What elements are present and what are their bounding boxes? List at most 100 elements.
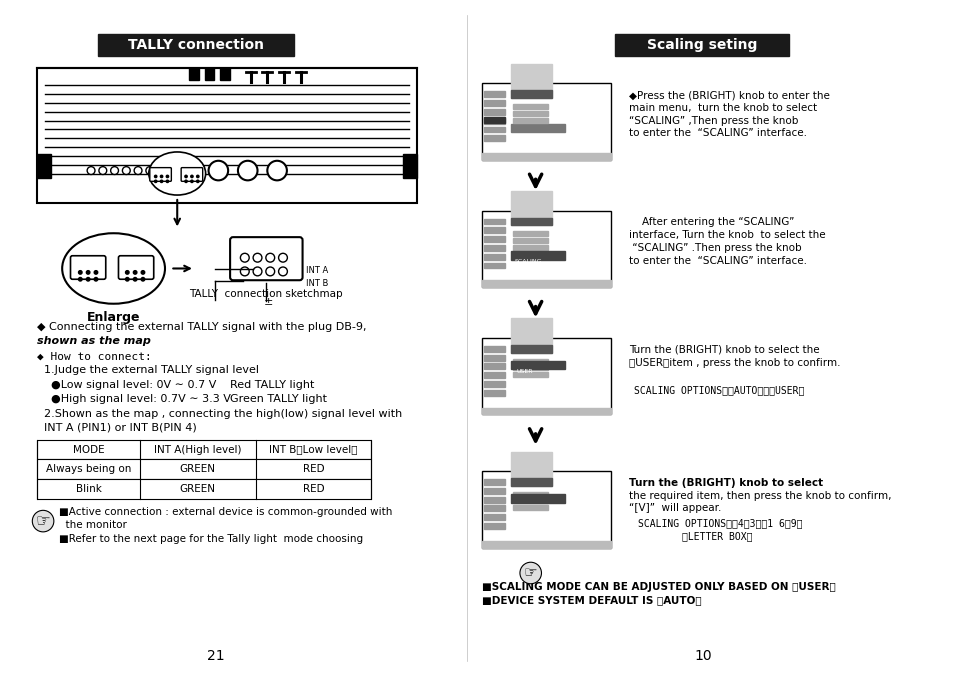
Text: 1.Judge the external TALLY signal level: 1.Judge the external TALLY signal level [37,365,259,375]
Bar [37,154,51,178]
Circle shape [94,270,97,274]
Circle shape [196,180,199,183]
Text: “SCALING” ,Then press the knob: “SCALING” ,Then press the knob [628,116,797,126]
Bar [513,245,548,250]
Text: Always being on: Always being on [46,464,132,474]
Bar [513,111,548,116]
Bar [483,126,505,132]
Text: Enlarge: Enlarge [87,311,140,324]
Bar [403,154,416,178]
Text: main menu,  turn the knob to select: main menu, turn the knob to select [628,103,816,113]
Text: “[V]”  will appear.: “[V]” will appear. [628,504,720,513]
Circle shape [94,277,97,281]
Bar [189,68,198,80]
Circle shape [160,175,163,178]
Bar [483,91,505,97]
Circle shape [141,277,145,281]
Circle shape [181,167,189,174]
Bar [481,83,610,160]
Text: ■DEVICE SYSTEM DEFAULT IS 【AUTO】: ■DEVICE SYSTEM DEFAULT IS 【AUTO】 [481,596,700,606]
Text: RED: RED [302,484,324,493]
Ellipse shape [62,233,165,304]
Bar [481,281,610,287]
Text: SCALING OPTIONS：【4：3】【1 6：9】: SCALING OPTIONS：【4：3】【1 6：9】 [638,518,802,528]
Circle shape [266,254,274,262]
Text: GREEN: GREEN [179,464,215,474]
Circle shape [78,277,82,281]
Bar [513,499,548,504]
Text: Blink: Blink [75,484,101,493]
Bar [37,68,416,203]
Bar [511,360,564,369]
Bar [483,236,505,242]
Text: the required item, then press the knob to confirm,: the required item, then press the knob t… [628,491,890,501]
Circle shape [87,270,90,274]
Text: 【LETTER BOX】: 【LETTER BOX】 [681,531,752,541]
Circle shape [78,270,82,274]
Circle shape [126,277,129,281]
Text: ●High signal level: 0.7V ∼ 3.3 V: ●High signal level: 0.7V ∼ 3.3 V [51,393,231,404]
Bar [513,372,548,377]
Text: ◆ How to connect:: ◆ How to connect: [37,352,152,362]
Bar [483,506,505,511]
Text: to enter the  “SCALING” interface.: to enter the “SCALING” interface. [628,256,806,266]
Text: TALLY connection: TALLY connection [128,39,264,52]
Bar [513,366,548,370]
Circle shape [240,254,249,262]
FancyBboxPatch shape [181,168,202,181]
Bar [481,211,610,287]
Circle shape [154,175,156,178]
Bar [483,488,505,493]
Text: INT A (PIN1) or INT B(PIN 4): INT A (PIN1) or INT B(PIN 4) [37,422,196,432]
FancyBboxPatch shape [118,256,153,279]
Bar [483,117,505,122]
Text: INT B（Low level）: INT B（Low level） [269,445,357,455]
Circle shape [191,180,193,183]
Bar [483,497,505,502]
Bar [511,218,552,225]
Bar [483,254,505,260]
Bar [483,479,505,485]
Bar [481,471,610,548]
Circle shape [267,161,287,180]
Text: RED: RED [302,464,324,474]
Text: Green TALLY light: Green TALLY light [230,393,327,404]
Text: 21: 21 [207,649,224,663]
Ellipse shape [149,152,206,195]
Bar [483,514,505,520]
Circle shape [99,167,107,174]
Bar [511,318,552,353]
Text: INT A: INT A [305,266,328,275]
Circle shape [87,277,90,281]
Bar [511,452,552,486]
Bar [481,408,610,414]
Bar [481,338,610,414]
Text: TALLY  connection sketchmap: TALLY connection sketchmap [190,289,343,299]
Text: Turn the (BRIGHT) knob to select: Turn the (BRIGHT) knob to select [628,478,821,488]
Bar [483,227,505,233]
Circle shape [146,167,153,174]
Bar [513,231,548,236]
Circle shape [141,270,145,274]
Circle shape [122,167,131,174]
Circle shape [166,180,169,183]
Text: ◆ Connecting the external TALLY signal with the plug DB-9,: ◆ Connecting the external TALLY signal w… [37,322,366,332]
Circle shape [278,254,287,262]
Text: Scaling seting: Scaling seting [646,39,757,52]
Circle shape [111,167,118,174]
Circle shape [209,161,228,180]
FancyBboxPatch shape [230,237,302,281]
Text: 2.Shown as the map , connecting the high(low) signal level with: 2.Shown as the map , connecting the high… [37,410,402,419]
Bar [483,390,505,395]
Text: to enter the  “SCALING” interface.: to enter the “SCALING” interface. [628,128,806,139]
Text: ☞: ☞ [523,566,537,581]
Bar [220,68,230,80]
Text: INT B: INT B [305,279,328,288]
Circle shape [32,510,53,532]
Bar [483,372,505,378]
Text: ●Low signal level: 0V ∼ 0.7 V: ●Low signal level: 0V ∼ 0.7 V [51,380,216,390]
Bar [483,355,505,360]
Bar [511,251,564,260]
Circle shape [253,254,262,262]
Circle shape [196,175,199,178]
